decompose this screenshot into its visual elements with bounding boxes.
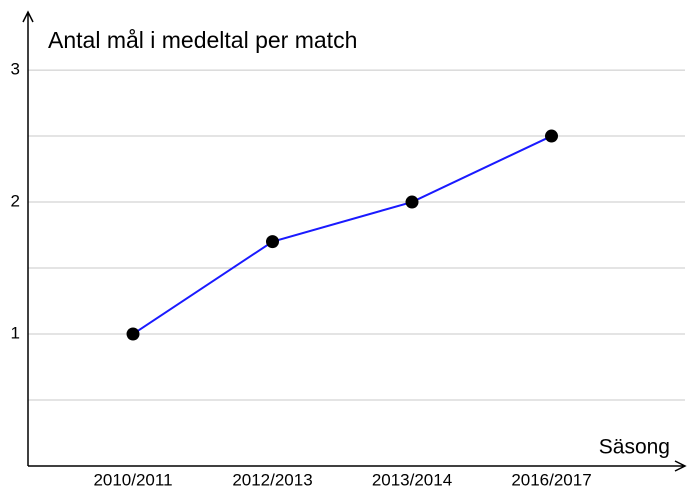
x-tick-label: 2010/2011 xyxy=(93,470,172,489)
x-axis-label: Säsong xyxy=(599,436,670,459)
y-axis xyxy=(22,10,34,466)
x-axis xyxy=(28,460,687,472)
series-line xyxy=(132,135,552,335)
y-tick-label: 2 xyxy=(11,192,20,211)
x-tick-label: 2013/2014 xyxy=(372,470,452,489)
data-point xyxy=(405,195,419,209)
chart-title: Antal mål i medeltal per match xyxy=(48,27,357,53)
y-tick-label: 3 xyxy=(11,60,20,79)
data-point xyxy=(545,129,558,143)
data-point xyxy=(266,235,279,249)
x-tick-label: 2012/2013 xyxy=(232,470,312,489)
x-tick-label: 2016/2017 xyxy=(511,470,591,489)
data-point xyxy=(126,327,140,341)
y-tick-label: 1 xyxy=(11,324,20,343)
